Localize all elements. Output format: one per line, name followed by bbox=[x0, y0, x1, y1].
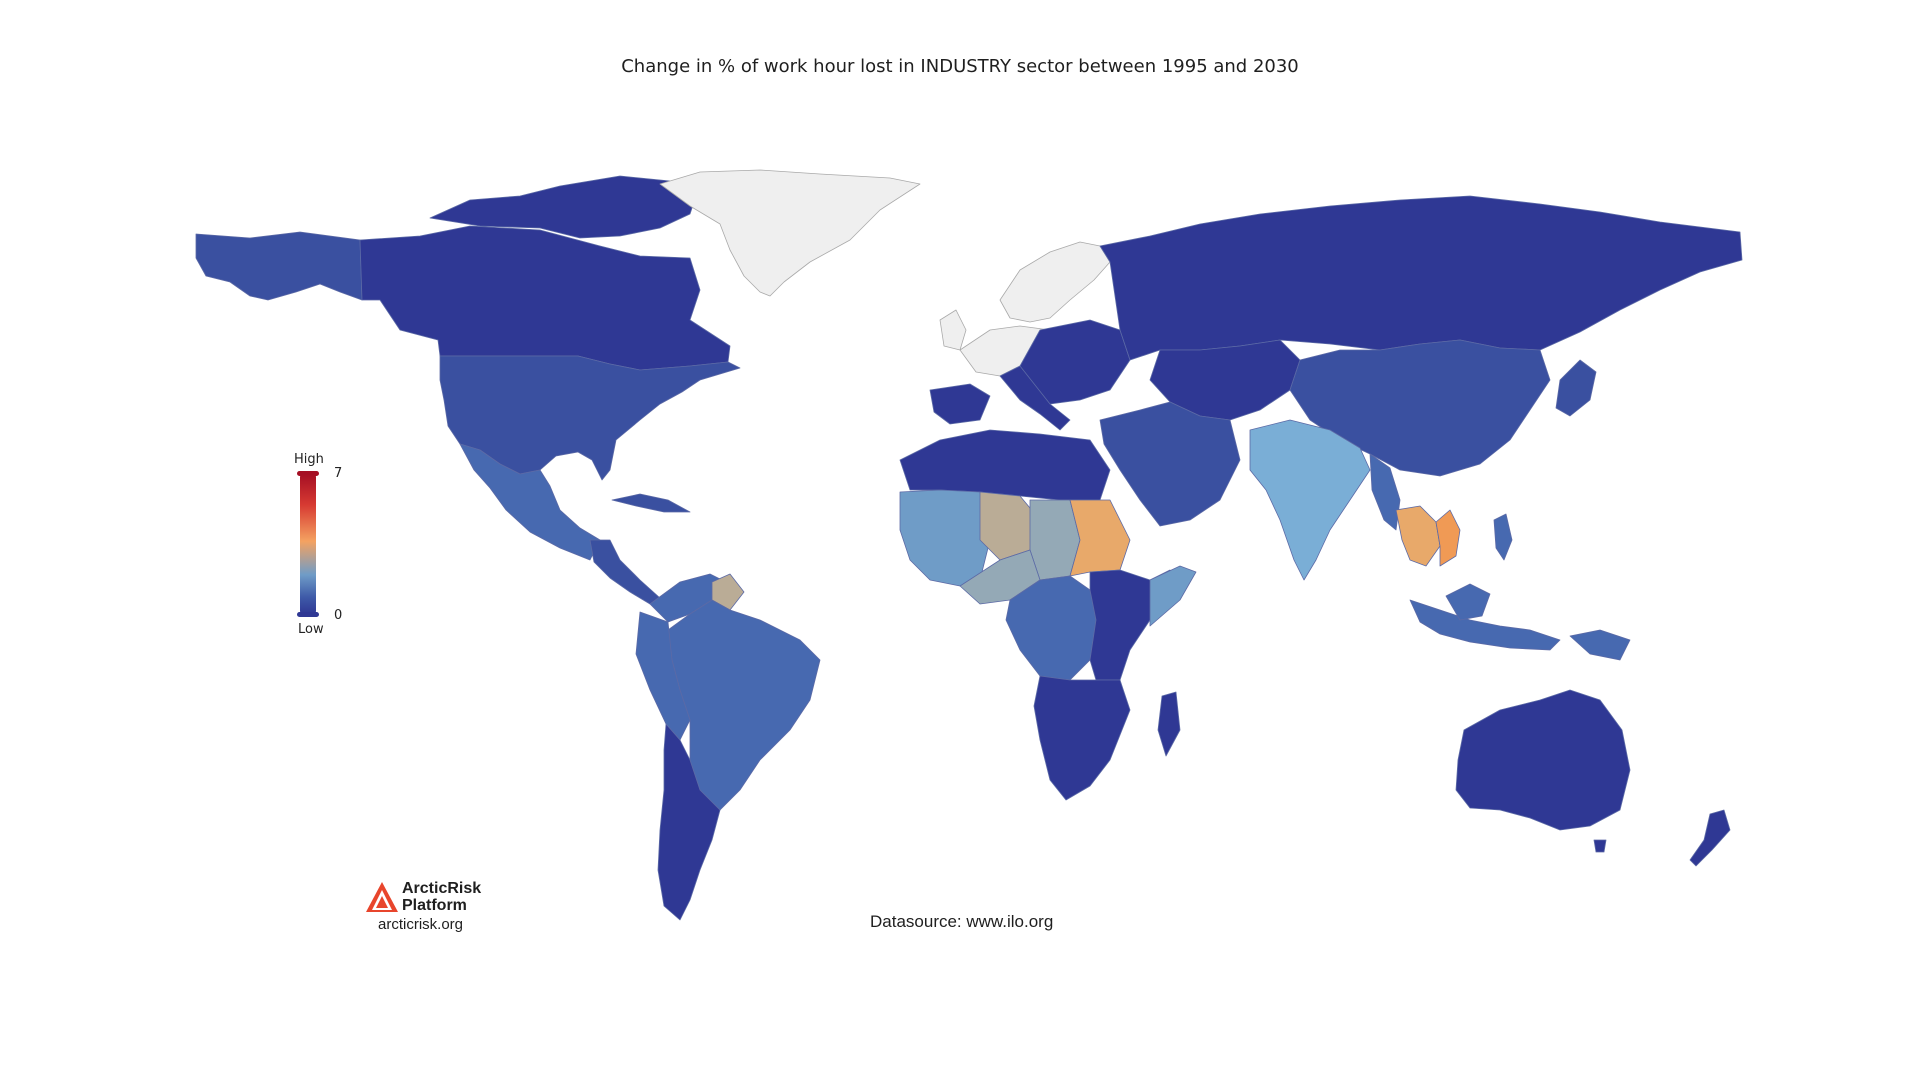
region-papua[interactable] bbox=[1569, 629, 1631, 661]
region-somalia[interactable] bbox=[1149, 565, 1197, 627]
legend-color-bar bbox=[300, 474, 316, 614]
region-madagascar[interactable] bbox=[1157, 691, 1181, 757]
region-canada[interactable] bbox=[359, 225, 731, 371]
region-australia[interactable] bbox=[1455, 689, 1631, 831]
legend-high-cap bbox=[297, 471, 319, 476]
region-greenland[interactable] bbox=[659, 169, 921, 297]
region-myanmar[interactable] bbox=[1369, 453, 1401, 531]
region-mexico[interactable] bbox=[459, 443, 601, 561]
region-guianas[interactable] bbox=[711, 573, 745, 611]
region-central-america[interactable] bbox=[589, 539, 661, 605]
region-russia[interactable] bbox=[1099, 195, 1743, 361]
region-alaska[interactable] bbox=[195, 231, 363, 301]
logo-name-line1: ArcticRisk bbox=[402, 880, 482, 897]
region-central-asia[interactable] bbox=[1149, 339, 1301, 421]
legend-low-cap bbox=[297, 612, 319, 617]
region-southern-cone[interactable] bbox=[657, 723, 721, 921]
color-legend: High 7 0 Low bbox=[288, 452, 348, 642]
region-new-zealand[interactable] bbox=[1689, 809, 1731, 867]
region-west-africa-sahel[interactable] bbox=[899, 489, 991, 587]
region-borneo[interactable] bbox=[1445, 583, 1491, 621]
arcticrisk-triangle-icon bbox=[366, 882, 398, 912]
legend-high-label: High bbox=[294, 452, 324, 467]
region-andes[interactable] bbox=[635, 611, 691, 741]
region-iberia[interactable] bbox=[929, 383, 991, 425]
region-thailand-cambodia[interactable] bbox=[1395, 505, 1441, 567]
logo-url-link[interactable]: arcticrisk.org bbox=[378, 916, 464, 933]
region-india[interactable] bbox=[1249, 419, 1371, 581]
region-southern-africa[interactable] bbox=[1033, 675, 1131, 801]
region-japan[interactable] bbox=[1555, 359, 1597, 417]
region-tasmania[interactable] bbox=[1593, 839, 1607, 853]
region-cuba[interactable] bbox=[611, 493, 691, 513]
datasource-label: Datasource: www.ilo.org bbox=[870, 912, 1054, 931]
region-vietnam[interactable] bbox=[1435, 509, 1461, 567]
region-great-britain[interactable] bbox=[939, 309, 967, 351]
logo-name-line2: Platform bbox=[402, 897, 467, 914]
map-title: Change in % of work hour lost in INDUSTR… bbox=[621, 56, 1299, 77]
region-scandinavia[interactable] bbox=[999, 241, 1111, 323]
region-philippines[interactable] bbox=[1493, 513, 1513, 561]
legend-min-value: 0 bbox=[334, 608, 343, 623]
logo-name: ArcticRisk Platform bbox=[402, 880, 512, 914]
region-middle-east[interactable] bbox=[1099, 401, 1241, 527]
arcticrisk-logo[interactable]: ArcticRisk Platform arcticrisk.org bbox=[362, 876, 502, 936]
legend-low-label: Low bbox=[298, 622, 324, 637]
legend-max-value: 7 bbox=[334, 466, 343, 481]
region-italy-balkans[interactable] bbox=[999, 365, 1071, 431]
region-north-africa[interactable] bbox=[899, 429, 1111, 501]
